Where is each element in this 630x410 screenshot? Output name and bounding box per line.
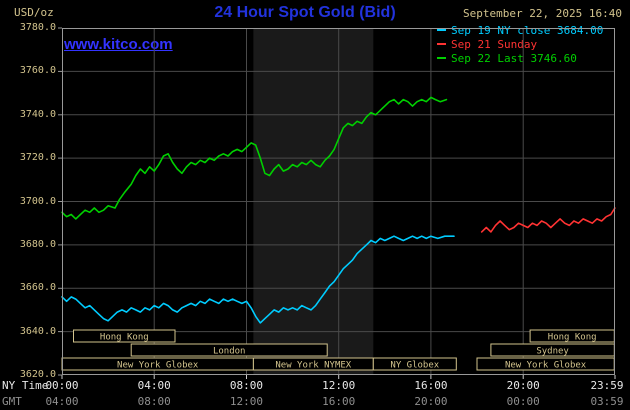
y-axis-tick-label: 3740.0 bbox=[19, 108, 56, 120]
series-line-1 bbox=[480, 207, 616, 233]
legend-item: Sep 19 NY close 3684.00 bbox=[437, 23, 603, 37]
plot-border bbox=[62, 28, 615, 375]
legend-label: Sep 19 NY close 3684.00 bbox=[451, 23, 604, 37]
market-session-label: London bbox=[213, 347, 246, 357]
chart-canvas: Hong Kong Hong Kong London Sydney New York G… bbox=[58, 27, 616, 379]
market-session-box bbox=[73, 329, 176, 343]
page-title: 24 Hour Spot Gold (Bid) bbox=[214, 4, 396, 21]
ny-time-tick-label: 08:00 bbox=[229, 379, 264, 392]
gmt-tick-label: 16:00 bbox=[322, 395, 356, 408]
ny-time-axis-label: NY Time bbox=[2, 379, 49, 392]
legend-line-swatch bbox=[437, 29, 446, 31]
y-axis-tick-label: 3760.0 bbox=[19, 65, 56, 77]
y-axis-tick-label: 3780.0 bbox=[19, 22, 56, 33]
gmt-tick-label: 20:00 bbox=[414, 395, 448, 408]
gmt-tick-label: 04:00 bbox=[45, 395, 79, 408]
ny-time-tick-label: 04:00 bbox=[137, 379, 171, 392]
market-session-label: New York NYMEX bbox=[275, 361, 351, 371]
ny-time-tick-label: 00:00 bbox=[45, 379, 79, 392]
legend-item: Sep 21 Sunday bbox=[437, 37, 603, 51]
plot-area: Hong Kong Hong Kong London Sydney New York G… bbox=[58, 27, 616, 379]
market-session-label: Sydney bbox=[536, 347, 569, 357]
legend-item: Sep 22 Last 3746.60 bbox=[437, 51, 603, 65]
y-axis-tick-label: 3660.0 bbox=[19, 282, 56, 294]
series-line-2 bbox=[61, 96, 448, 220]
legend-line-swatch bbox=[437, 43, 446, 45]
y-axis-tick-label: 3640.0 bbox=[19, 325, 56, 337]
legend-label: Sep 21 Sunday bbox=[451, 37, 538, 51]
ny-time-tick-label: 20:00 bbox=[506, 379, 540, 392]
y-axis-tick-label: 3620.0 bbox=[19, 369, 56, 380]
legend-line-swatch bbox=[437, 57, 446, 59]
y-axis-units-label: USD/oz bbox=[14, 6, 54, 19]
market-session-label: Hong Kong bbox=[100, 333, 149, 343]
y-axis-tick-label: 3700.0 bbox=[19, 195, 56, 207]
series-line-0 bbox=[61, 235, 455, 324]
legend: Sep 19 NY close 3684.00 Sep 21 Sunday Sep … bbox=[437, 23, 603, 65]
ny-time-tick-label: 23:59 bbox=[590, 379, 624, 392]
market-session-box bbox=[130, 343, 328, 357]
gmt-tick-label: 03:59 bbox=[590, 395, 624, 408]
legend-label: Sep 22 Last 3746.60 bbox=[451, 51, 577, 65]
gmt-tick-label: 12:00 bbox=[229, 395, 264, 408]
kitco-watermark-link[interactable]: www.kitco.com bbox=[64, 36, 173, 53]
market-session-label: Hong Kong bbox=[548, 333, 597, 343]
gmt-tick-label: 08:00 bbox=[137, 395, 171, 408]
datetime-label: September 22, 2025 16:40 bbox=[463, 7, 622, 20]
y-axis-tick-label: 3720.0 bbox=[19, 152, 56, 164]
market-session-box bbox=[372, 357, 457, 371]
y-axis-tick-label: 3680.0 bbox=[19, 238, 56, 250]
market-session-label: NY Globex bbox=[390, 361, 439, 371]
ny-time-tick-label: 12:00 bbox=[322, 379, 356, 392]
market-session-label: New York Globex bbox=[505, 361, 587, 371]
ny-time-tick-label: 16:00 bbox=[414, 379, 448, 392]
gmt-axis-label: GMT bbox=[2, 395, 22, 408]
market-session-label: New York Globex bbox=[117, 361, 199, 371]
gmt-tick-label: 00:00 bbox=[506, 395, 540, 408]
